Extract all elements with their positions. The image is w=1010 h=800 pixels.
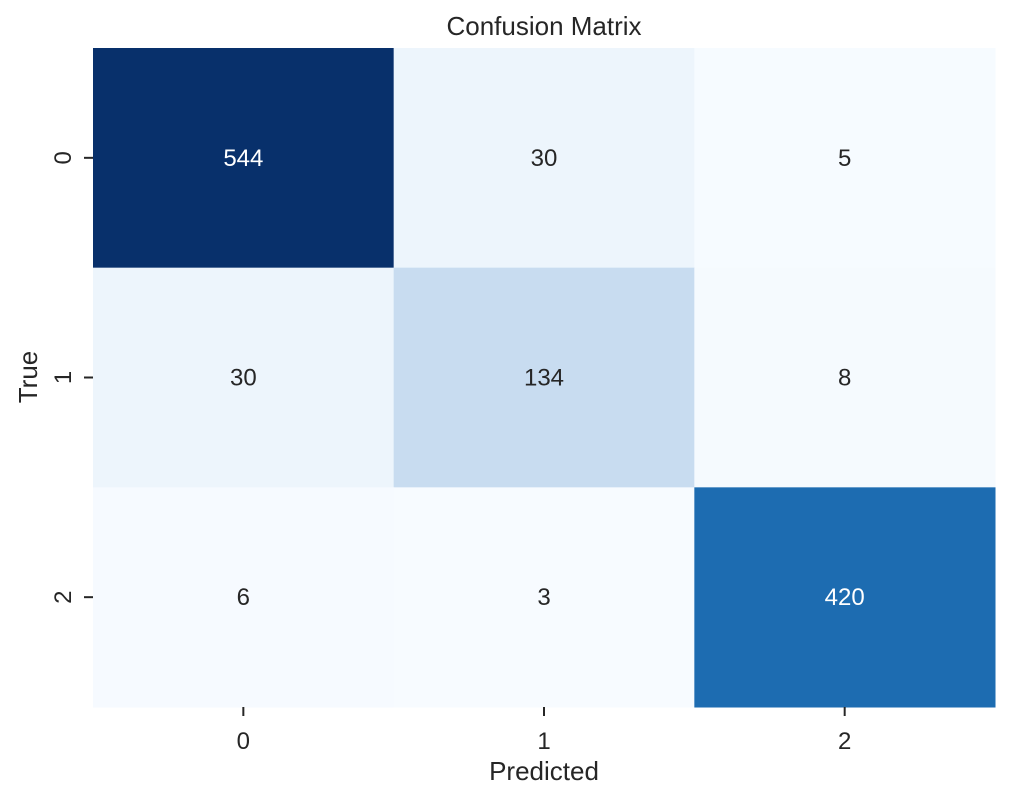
x-axis-ticks: 0 1 2 bbox=[237, 707, 851, 755]
x-tick-label-0: 0 bbox=[237, 728, 250, 755]
cell-value-r0-c1: 30 bbox=[531, 145, 558, 172]
heatmap-cell-r2-c2 bbox=[694, 487, 996, 708]
heatmap-cell-r1-c1 bbox=[393, 267, 695, 488]
y-tick-label-0: 0 bbox=[50, 151, 77, 164]
cell-value-r0-c2: 5 bbox=[838, 145, 851, 172]
x-axis-label: Predicted bbox=[489, 756, 599, 786]
heatmap-cell-r0-c2 bbox=[694, 48, 996, 269]
heatmap-cell-r2-c0 bbox=[93, 487, 395, 708]
y-axis-label: True bbox=[13, 351, 43, 404]
y-tick-label-2: 2 bbox=[50, 590, 77, 603]
heatmap-cells bbox=[93, 48, 996, 708]
heatmap-cell-r0-c0 bbox=[93, 48, 395, 269]
y-axis-ticks: 0 1 2 bbox=[50, 151, 93, 604]
cell-value-r1-c0: 30 bbox=[230, 365, 257, 392]
cell-value-r1-c2: 8 bbox=[838, 365, 851, 392]
chart-title: Confusion Matrix bbox=[446, 11, 641, 41]
x-tick-label-1: 1 bbox=[537, 728, 550, 755]
heatmap-cell-labels: 544 30 5 30 134 8 6 3 420 bbox=[223, 145, 864, 611]
cell-value-r2-c1: 3 bbox=[537, 584, 550, 611]
cell-value-r2-c2: 420 bbox=[825, 584, 865, 611]
heatmap-cell-r1-c0 bbox=[93, 267, 395, 488]
cell-value-r1-c1: 134 bbox=[524, 365, 564, 392]
y-tick-label-1: 1 bbox=[50, 371, 77, 384]
cell-value-r0-c0: 544 bbox=[223, 145, 263, 172]
heatmap-cell-r0-c1 bbox=[393, 48, 695, 269]
heatmap-cell-r2-c1 bbox=[393, 487, 695, 708]
cell-value-r2-c0: 6 bbox=[237, 584, 250, 611]
heatmap-cell-r1-c2 bbox=[694, 267, 996, 488]
x-tick-label-2: 2 bbox=[838, 728, 851, 755]
